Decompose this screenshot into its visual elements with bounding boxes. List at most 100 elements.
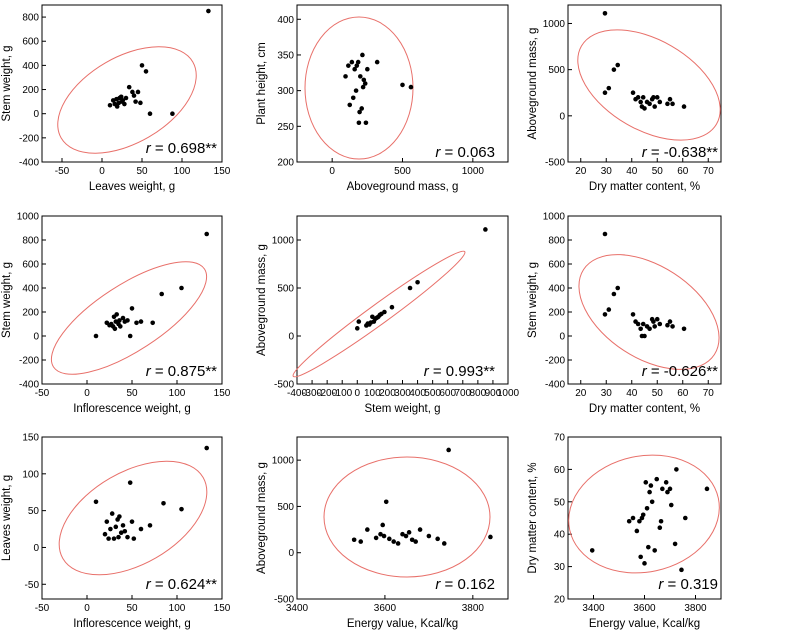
x-tick-label: 0 <box>99 166 105 177</box>
data-point <box>657 321 663 327</box>
data-point <box>349 59 355 65</box>
data-point <box>135 89 141 95</box>
data-point <box>133 99 138 104</box>
y-tick-label: 400 <box>22 284 39 295</box>
x-tick-label: 1000 <box>497 388 520 399</box>
data-point <box>667 319 673 324</box>
data-point <box>129 519 135 524</box>
y-tick-label: -200 <box>19 133 39 144</box>
y-tick-label: 1000 <box>543 212 566 223</box>
data-point <box>704 486 710 492</box>
data-point <box>646 544 651 550</box>
confidence-ellipse <box>578 254 720 370</box>
data-point <box>660 486 665 492</box>
correlation-label: r = 0.162 <box>435 576 495 593</box>
correlation-label: r = 0.624** <box>146 576 217 593</box>
data-point <box>357 109 362 115</box>
data-point <box>630 90 636 96</box>
x-axis-label: Energy value, Kcal/kg <box>347 618 458 630</box>
x-tick-label: 3400 <box>286 603 309 614</box>
correlation-symbol: r <box>658 576 664 593</box>
data-point <box>378 531 383 537</box>
data-point <box>365 66 370 72</box>
data-point <box>350 95 356 101</box>
correlation-symbol: r <box>146 363 152 380</box>
data-point <box>116 534 121 540</box>
data-point <box>159 291 164 297</box>
data-point <box>131 93 137 98</box>
data-point <box>654 476 660 482</box>
x-tick-label: 100 <box>364 388 381 399</box>
data-point <box>407 285 413 291</box>
data-point <box>143 69 149 74</box>
x-tick-label: 0 <box>355 388 361 399</box>
x-tick-label: 60 <box>677 166 689 177</box>
data-point <box>665 489 670 495</box>
data-point <box>648 483 654 488</box>
data-point <box>674 467 679 472</box>
x-axis-label: Dry matter content, % <box>589 181 700 193</box>
y-tick-label: 300 <box>277 86 294 97</box>
correlation-value: = -0.638** <box>647 144 718 161</box>
correlation-symbol: r <box>642 144 648 161</box>
x-tick-label: 0 <box>84 603 90 614</box>
correlation-label: r = -0.638** <box>642 144 718 161</box>
data-point <box>111 536 117 541</box>
x-tick-label: 600 <box>439 388 456 399</box>
data-point <box>654 316 660 322</box>
data-point <box>635 95 641 100</box>
data-point <box>663 480 669 485</box>
correlation-value: = 0.624** <box>151 576 217 593</box>
correlation-value: = 0.162 <box>440 576 495 593</box>
plot-frame <box>41 436 223 600</box>
data-point <box>125 318 130 323</box>
data-point <box>635 321 641 327</box>
data-point <box>637 518 642 524</box>
data-point <box>668 502 674 508</box>
data-point <box>638 326 643 332</box>
data-point <box>358 539 364 544</box>
data-point <box>93 499 99 505</box>
data-point <box>435 536 440 542</box>
data-point <box>602 90 608 96</box>
data-point <box>161 500 166 506</box>
x-tick-label: -300 <box>302 388 322 399</box>
y-tick-label: 1000 <box>272 456 295 467</box>
y-tick-label: 50 <box>28 506 40 517</box>
x-tick-label: 20 <box>575 388 587 399</box>
data-point <box>647 489 652 495</box>
y-tick-label: 1000 <box>543 19 566 30</box>
data-point <box>120 523 126 528</box>
data-point <box>426 533 432 539</box>
data-point <box>112 326 118 332</box>
y-tick-label: 200 <box>277 158 294 169</box>
data-point <box>652 548 657 553</box>
x-tick-label: 0 <box>329 166 335 177</box>
data-point <box>107 102 113 108</box>
data-point <box>373 535 379 541</box>
data-point <box>104 519 110 524</box>
y-tick-label: 200 <box>22 85 39 96</box>
x-tick-label: 100 <box>169 388 186 399</box>
data-point <box>358 74 363 79</box>
data-point <box>406 530 412 535</box>
data-point <box>589 548 595 553</box>
data-point <box>138 100 143 106</box>
plot-frame <box>296 436 509 600</box>
y-tick-label: -200 <box>19 356 39 367</box>
confidence-ellipse <box>292 250 466 378</box>
x-tick-label: 3800 <box>684 603 707 614</box>
data-point <box>611 67 617 72</box>
x-tick-label: 50 <box>126 603 138 614</box>
x-tick-label: 500 <box>394 166 411 177</box>
data-point <box>389 304 395 310</box>
data-point <box>408 84 414 90</box>
data-point <box>643 480 649 485</box>
x-tick-label: 100 <box>174 166 191 177</box>
data-point <box>387 536 392 542</box>
data-point <box>204 445 209 451</box>
y-axis-label: Leaves weight, g <box>1 475 13 561</box>
data-point <box>134 320 139 326</box>
data-point <box>679 567 684 573</box>
x-tick-label: 50 <box>652 166 664 177</box>
